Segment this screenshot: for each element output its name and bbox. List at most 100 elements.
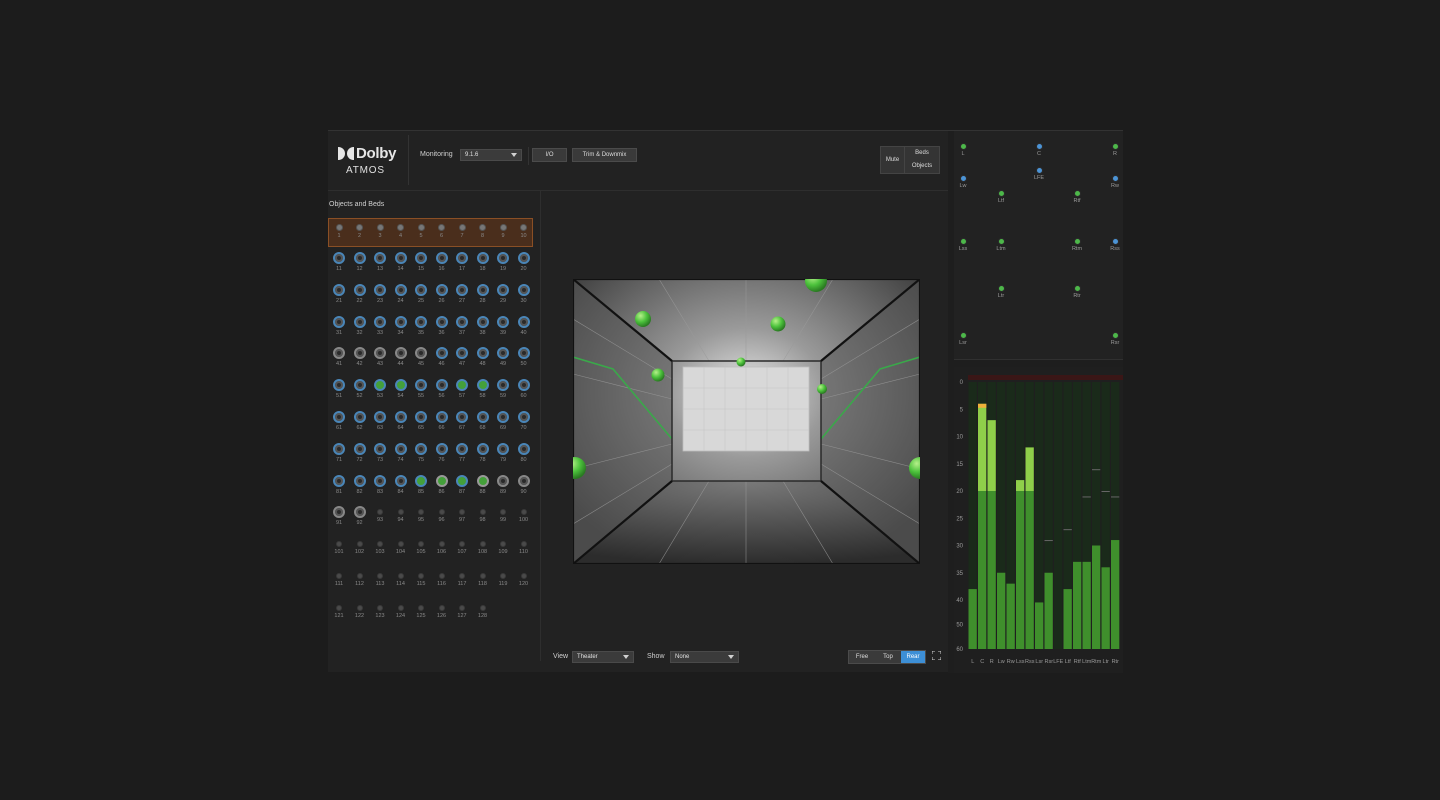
object-channel[interactable]: 103	[370, 538, 390, 568]
object-channel[interactable]: 41	[329, 347, 349, 377]
object-channel[interactable]: 68	[473, 411, 493, 441]
object-channel[interactable]: 92	[350, 506, 370, 536]
object-channel[interactable]: 60	[514, 379, 534, 409]
bed-channel[interactable]: 5	[411, 221, 431, 251]
object-channel[interactable]: 96	[432, 506, 452, 536]
object-channel[interactable]: 77	[452, 442, 472, 473]
speaker-l[interactable]: L	[953, 143, 973, 157]
object-channel[interactable]: 40	[514, 315, 534, 346]
object-channel[interactable]: 27	[452, 283, 472, 314]
object-channel[interactable]: 65	[411, 411, 431, 441]
object-channel[interactable]: 117	[452, 570, 472, 600]
object-channel[interactable]: 67	[452, 411, 472, 441]
object-channel[interactable]: 47	[452, 347, 472, 377]
object-channel[interactable]: 50	[514, 347, 534, 377]
mute-objects-button[interactable]: Objects	[911, 163, 933, 169]
object-channel[interactable]: 37	[452, 315, 472, 346]
object-channel[interactable]: 88	[473, 474, 493, 505]
object-channel[interactable]: 31	[329, 315, 349, 346]
speaker-rss[interactable]: Rss	[1105, 238, 1125, 252]
top-view-button[interactable]: Top	[883, 654, 893, 660]
object-channel[interactable]: 34	[391, 315, 411, 346]
object-channel[interactable]: 17	[452, 252, 472, 282]
object-channel[interactable]: 39	[493, 315, 513, 346]
bed-channel[interactable]: 6	[432, 221, 452, 251]
object-channel[interactable]: 32	[350, 315, 370, 346]
object-channel[interactable]: 109	[493, 538, 513, 568]
object-channel[interactable]: 16	[432, 252, 452, 282]
speaker-rtr[interactable]: Rtr	[1067, 285, 1087, 299]
speaker-rtm[interactable]: Rtm	[1067, 238, 1087, 252]
object-channel[interactable]: 21	[329, 283, 349, 314]
object-channel[interactable]: 25	[411, 283, 431, 314]
object-channel[interactable]: 54	[391, 379, 411, 409]
object-channel[interactable]: 44	[391, 347, 411, 377]
bed-channel[interactable]: 8	[473, 221, 493, 251]
speaker-lsr[interactable]: Lsr	[953, 332, 973, 346]
object-channel[interactable]: 22	[350, 283, 370, 314]
object-channel[interactable]: 75	[411, 442, 431, 473]
object-channel[interactable]: 71	[329, 442, 349, 473]
object-channel[interactable]: 84	[391, 474, 411, 505]
object-channel[interactable]: 121	[329, 602, 349, 632]
object-channel[interactable]: 62	[350, 411, 370, 441]
object-channel[interactable]: 83	[370, 474, 390, 505]
speaker-c[interactable]: C	[1029, 143, 1049, 157]
object-channel[interactable]: 105	[411, 538, 431, 568]
object-channel[interactable]: 72	[350, 442, 370, 473]
object-channel[interactable]: 114	[391, 570, 411, 600]
trim-downmix-button[interactable]: Trim & Downmix	[572, 148, 637, 162]
object-channel[interactable]: 36	[432, 315, 452, 346]
object-channel[interactable]: 82	[350, 474, 370, 505]
object-channel[interactable]: 56	[432, 379, 452, 409]
speaker-lw[interactable]: Lw	[953, 175, 973, 189]
object-sphere[interactable]	[909, 457, 920, 479]
object-channel[interactable]: 11	[329, 252, 349, 282]
object-channel[interactable]: 78	[473, 442, 493, 473]
object-channel[interactable]: 12	[350, 252, 370, 282]
object-channel[interactable]: 104	[391, 538, 411, 568]
object-channel[interactable]: 125	[411, 602, 431, 632]
object-channel[interactable]: 101	[329, 538, 349, 568]
object-sphere[interactable]	[736, 357, 746, 367]
rear-view-button[interactable]: Rear	[901, 651, 925, 663]
object-channel[interactable]: 76	[432, 442, 452, 473]
speaker-r[interactable]: R	[1105, 143, 1125, 157]
object-channel[interactable]: 23	[370, 283, 390, 314]
fullscreen-icon[interactable]	[932, 651, 941, 660]
bed-channel[interactable]: 4	[391, 221, 411, 251]
object-sphere[interactable]	[817, 384, 827, 394]
object-channel[interactable]: 74	[391, 442, 411, 473]
object-channel[interactable]: 91	[329, 506, 349, 536]
object-channel[interactable]: 95	[411, 506, 431, 536]
object-channel[interactable]: 42	[350, 347, 370, 377]
object-channel[interactable]: 20	[514, 252, 534, 282]
object-channel[interactable]: 127	[452, 602, 472, 632]
object-channel[interactable]: 43	[370, 347, 390, 377]
object-channel[interactable]: 45	[411, 347, 431, 377]
object-channel[interactable]: 29	[493, 283, 513, 314]
object-channel[interactable]: 124	[391, 602, 411, 632]
speaker-lfe[interactable]: LFE	[1029, 167, 1049, 181]
speaker-ltr[interactable]: Ltr	[991, 285, 1011, 299]
object-channel[interactable]: 123	[370, 602, 390, 632]
object-channel[interactable]: 30	[514, 283, 534, 314]
object-channel[interactable]: 111	[329, 570, 349, 600]
object-channel[interactable]: 126	[432, 602, 452, 632]
monitoring-select[interactable]: 9.1.6	[460, 149, 522, 161]
object-channel[interactable]: 70	[514, 411, 534, 441]
object-channel[interactable]: 55	[411, 379, 431, 409]
object-channel[interactable]: 90	[514, 474, 534, 505]
object-channel[interactable]: 110	[514, 538, 534, 568]
object-channel[interactable]: 116	[432, 570, 452, 600]
object-channel[interactable]: 59	[493, 379, 513, 409]
object-channel[interactable]: 52	[350, 379, 370, 409]
object-sphere[interactable]	[651, 368, 665, 382]
object-sphere[interactable]	[770, 316, 786, 332]
object-channel[interactable]: 28	[473, 283, 493, 314]
object-channel[interactable]: 89	[493, 474, 513, 505]
object-channel[interactable]: 113	[370, 570, 390, 600]
object-channel[interactable]: 106	[432, 538, 452, 568]
object-channel[interactable]: 79	[493, 442, 513, 473]
speaker-lss[interactable]: Lss	[953, 238, 973, 252]
